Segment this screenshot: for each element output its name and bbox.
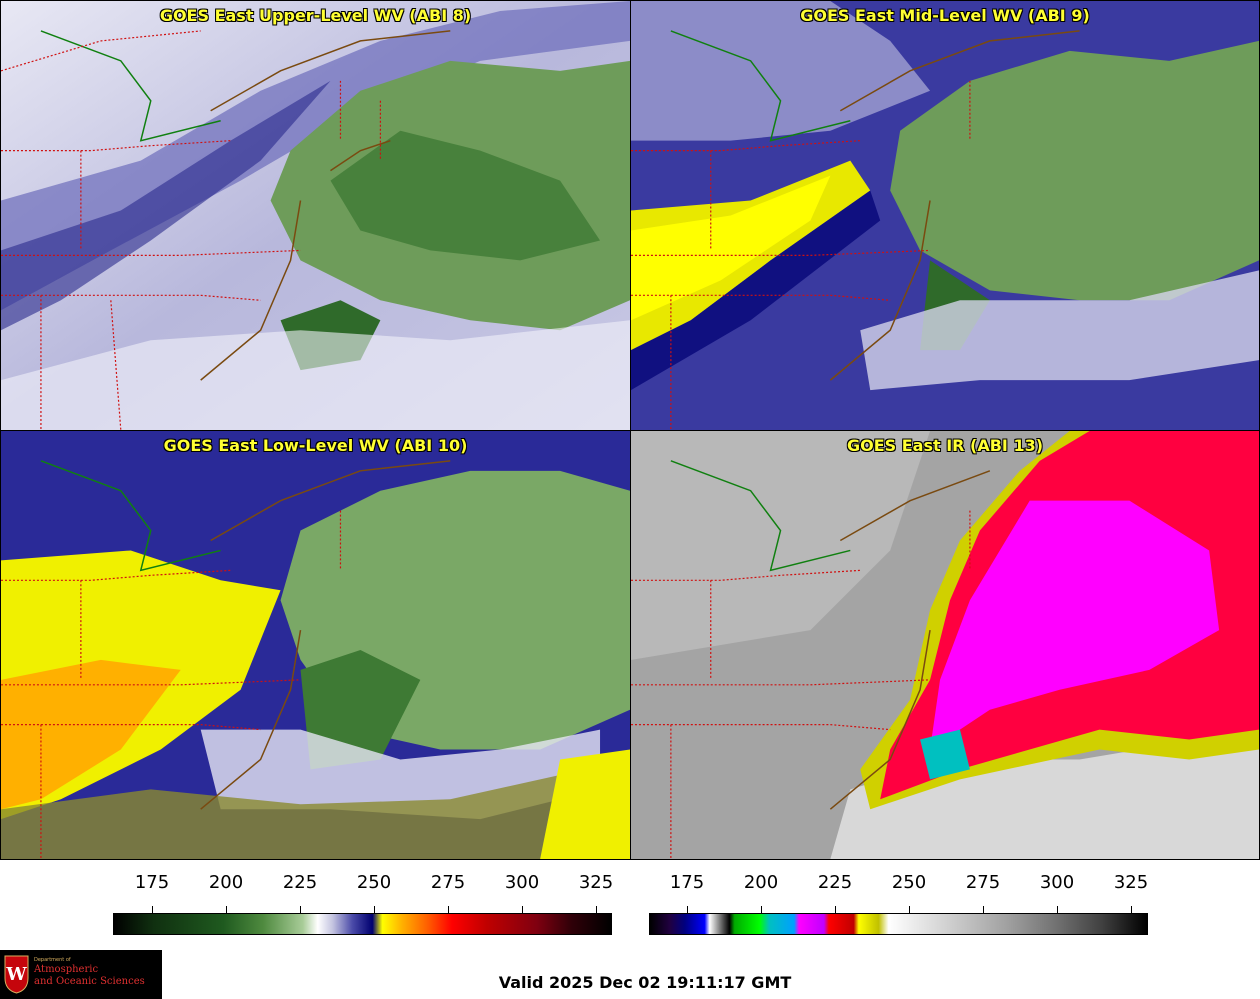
low-level-wv-image — [1, 431, 630, 859]
mid-level-wv-panel: GOES East Mid-Level WV (ABI 9) — [630, 0, 1260, 431]
infrared-colorbar: 175 200 225 250 275 300 325 — [649, 872, 1148, 935]
colorbar-tick-mark — [300, 906, 301, 913]
colorbar-tick-mark — [687, 906, 688, 913]
logo-line1-text: Atmospheric — [34, 964, 99, 975]
low-level-wv-panel: GOES East Low-Level WV (ABI 10) — [0, 430, 631, 860]
colorbar-tick-label: 300 — [1039, 872, 1075, 893]
uw-crest-icon: W — [4, 955, 29, 994]
colorbar-tick-label: 250 — [891, 872, 927, 893]
colorbar-tick-label: 325 — [1113, 872, 1149, 893]
colorbar-tick-mark — [152, 906, 153, 913]
mid-level-wv-image — [631, 1, 1259, 430]
logo-dept-text: Department of — [34, 957, 71, 963]
infrared-color-scale — [649, 913, 1148, 935]
colorbar-tick-mark — [1057, 906, 1058, 913]
colorbar-tick-label: 200 — [208, 872, 244, 893]
colorbar-tick-label: 275 — [965, 872, 1001, 893]
aos-logo: W Department of Atmospheric and Oceanic … — [0, 950, 162, 999]
colorbar-tick-label: 175 — [669, 872, 705, 893]
colorbar-tick-label: 175 — [134, 872, 170, 893]
colorbar-tick-label: 325 — [578, 872, 614, 893]
logo-line2-text: and Oceanic Sciences — [34, 976, 145, 987]
colorbar-tick-mark — [448, 906, 449, 913]
colorbar-tick-mark — [909, 906, 910, 913]
colorbar-tick-mark — [761, 906, 762, 913]
colorbar-tick-mark — [522, 906, 523, 913]
water-vapor-colorbar: 175 200 225 250 275 300 325 — [113, 872, 613, 935]
colorbar-tick-label: 225 — [817, 872, 853, 893]
infrared-panel: GOES East IR (ABI 13) — [630, 430, 1260, 860]
infrared-colorbar-ticks: 175 200 225 250 275 300 325 — [649, 872, 1148, 913]
colorbar-tick-label: 300 — [504, 872, 540, 893]
crest-letter: W — [5, 964, 27, 985]
upper-level-wv-panel: GOES East Upper-Level WV (ABI 8) — [0, 0, 631, 431]
colorbar-tick-mark — [374, 906, 375, 913]
colorbar-tick-label: 275 — [430, 872, 466, 893]
colorbar-tick-mark — [835, 906, 836, 913]
valid-time-label: Valid 2025 Dec 02 19:11:17 GMT — [498, 973, 792, 992]
colorbar-tick-mark — [596, 906, 597, 913]
water-vapor-colorbar-ticks: 175 200 225 250 275 300 325 — [113, 872, 613, 913]
infrared-image — [631, 431, 1259, 859]
colorbar-tick-label: 250 — [356, 872, 392, 893]
upper-level-wv-image — [1, 1, 630, 430]
water-vapor-color-scale — [113, 913, 612, 935]
colorbar-tick-mark — [1131, 906, 1132, 913]
colorbar-tick-label: 200 — [743, 872, 779, 893]
colorbar-tick-mark — [983, 906, 984, 913]
colorbar-tick-label: 225 — [282, 872, 318, 893]
colorbar-tick-mark — [226, 906, 227, 913]
